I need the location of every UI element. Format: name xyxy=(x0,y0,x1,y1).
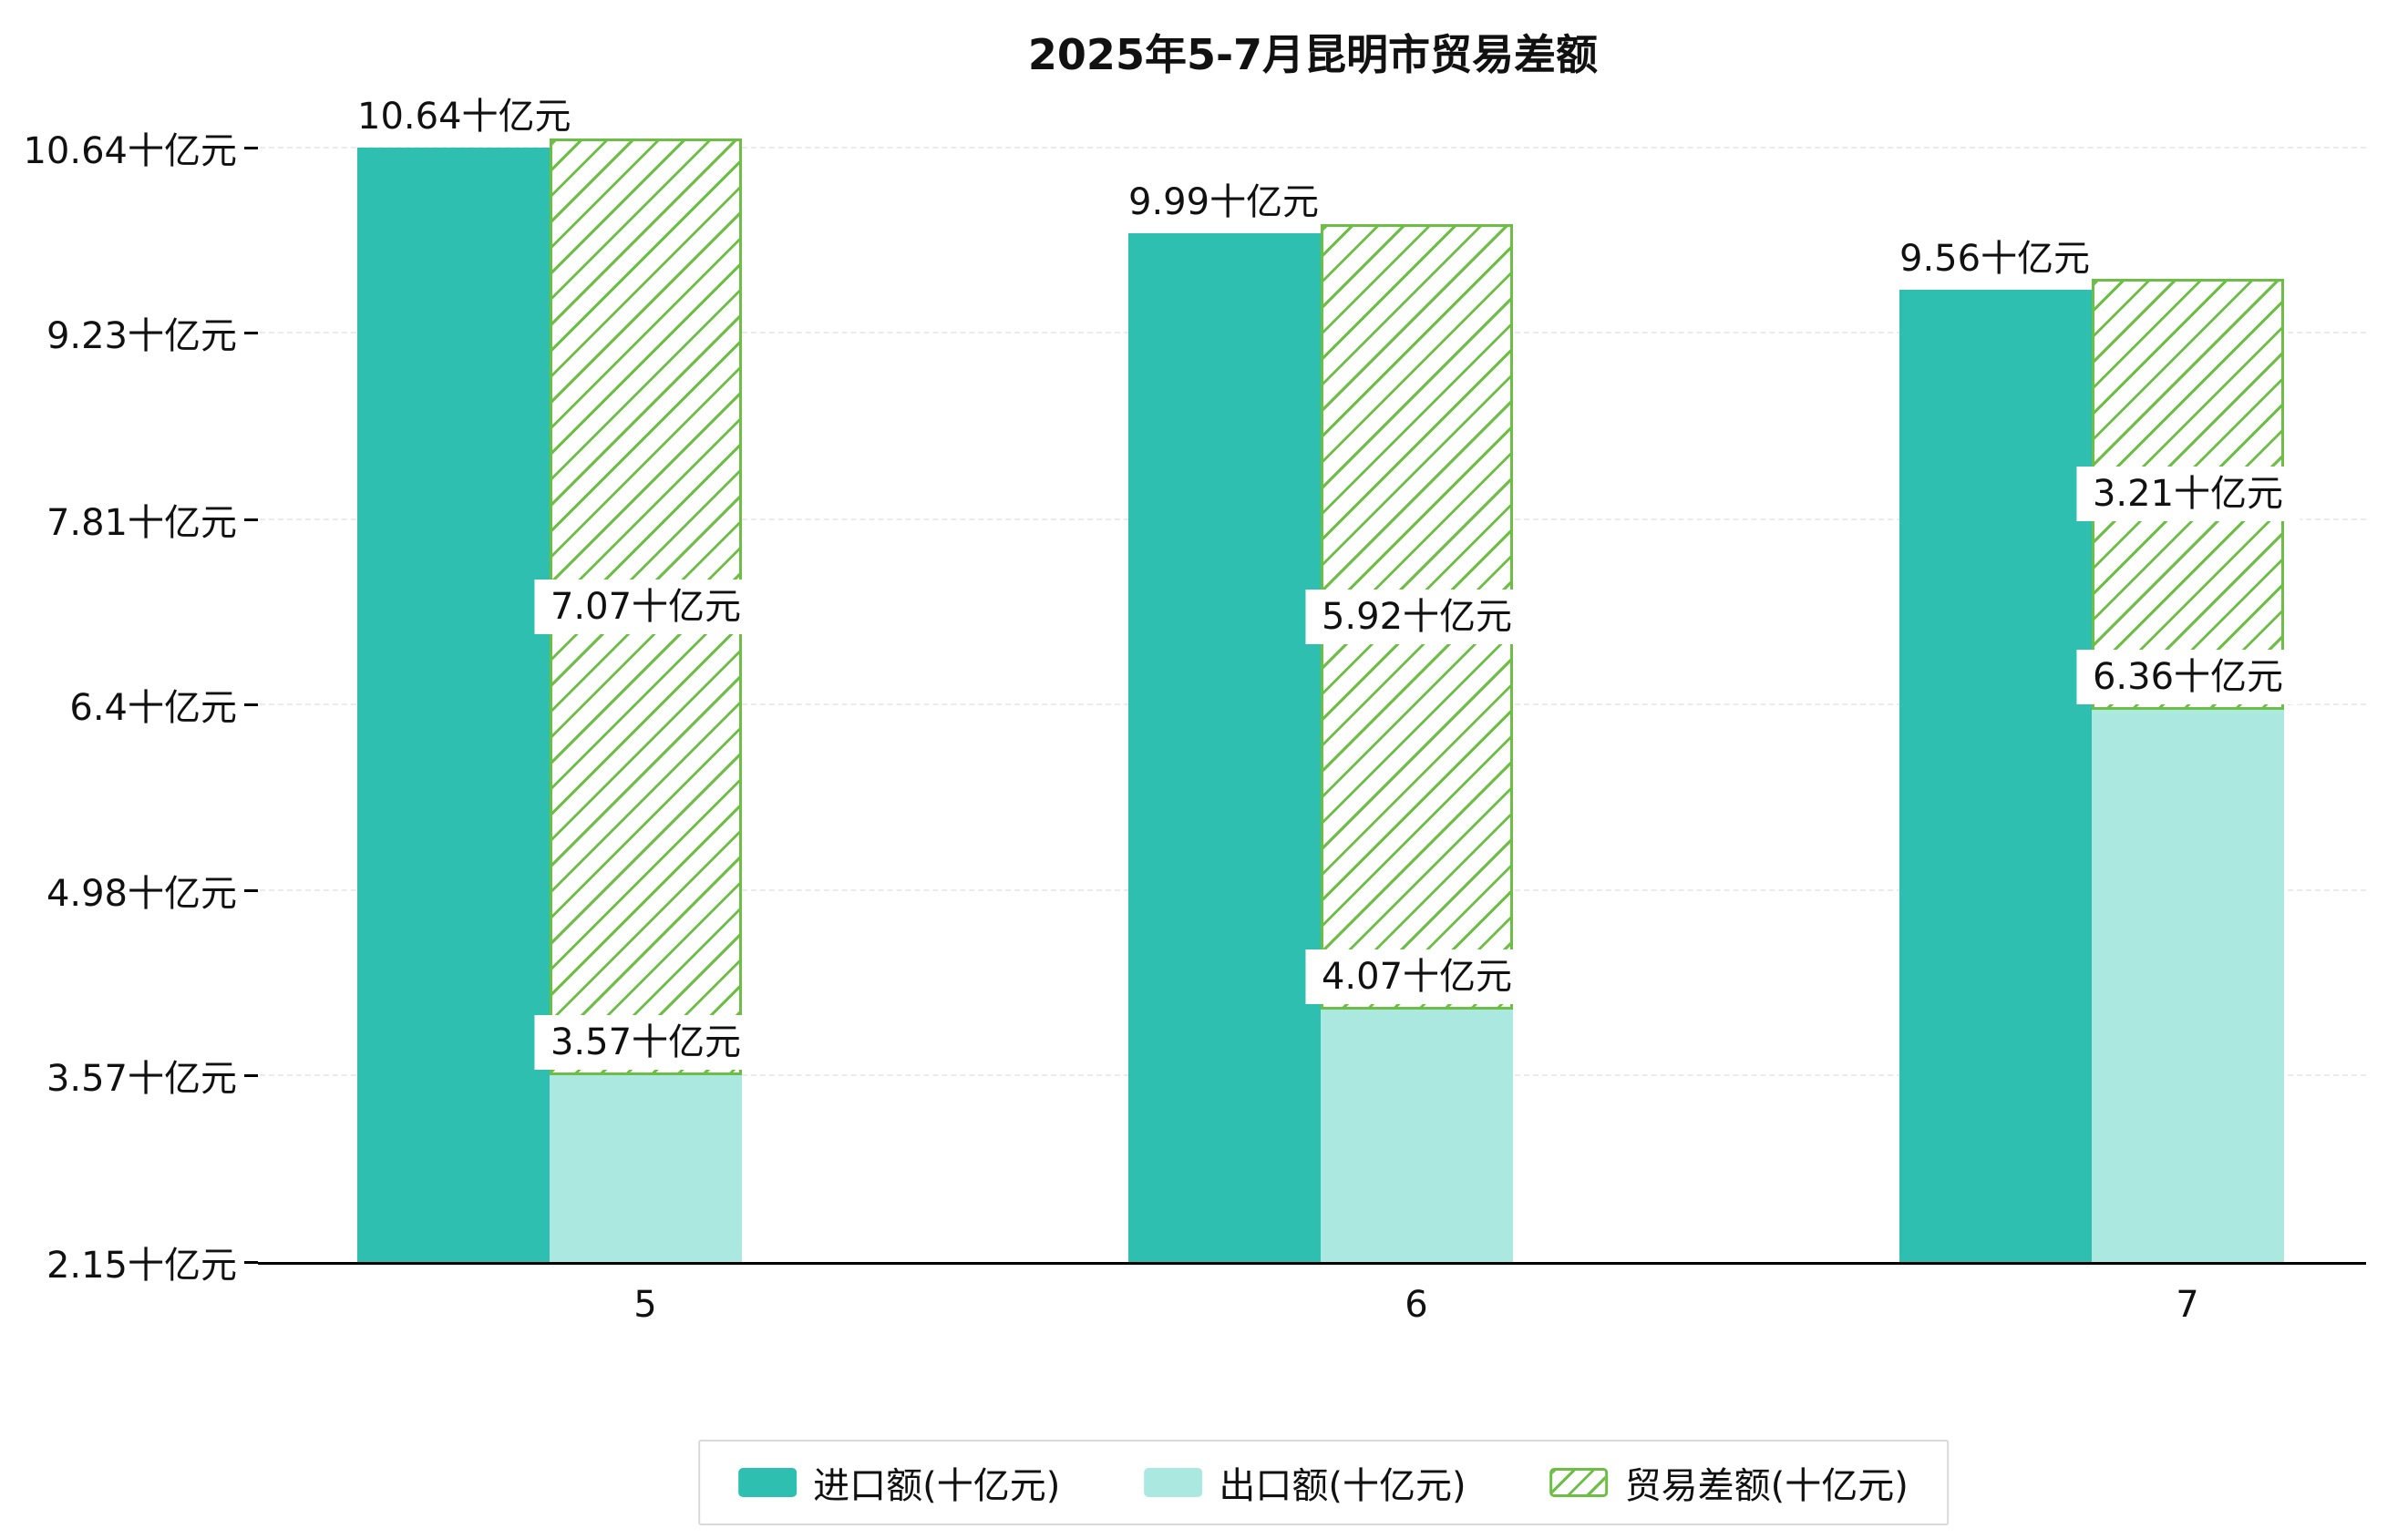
import-value-label: 9.99十亿元 xyxy=(1128,180,1320,223)
y-tick-label: 7.81十亿元 xyxy=(46,501,237,544)
export-bar xyxy=(1321,1010,1513,1262)
export-value-label: 6.36十亿元 xyxy=(2075,649,2300,704)
y-tick-mark xyxy=(244,332,258,335)
legend-swatch-export-icon xyxy=(1144,1468,1203,1497)
y-tick-label: 10.64十亿元 xyxy=(23,130,237,172)
y-tick-label: 4.98十亿元 xyxy=(46,873,237,916)
y-gridline xyxy=(260,147,2366,149)
x-tick-label: 7 xyxy=(2176,1284,2199,1326)
export-bar xyxy=(2092,709,2284,1262)
chart-title: 2025年5-7月昆明市贸易差额 xyxy=(1027,30,1599,79)
x-tick-label: 6 xyxy=(1405,1284,1428,1326)
y-tick-label: 3.57十亿元 xyxy=(46,1058,237,1101)
y-tick-mark xyxy=(244,1261,258,1264)
y-tick-label: 2.15十亿元 xyxy=(46,1245,237,1287)
trade-balance-value-label: 5.92十亿元 xyxy=(1304,590,1529,645)
export-value-label: 4.07十亿元 xyxy=(1304,949,1529,1005)
x-tick-label: 5 xyxy=(633,1284,657,1326)
legend-item-difference: 贸易差额(十亿元) xyxy=(1549,1456,1909,1509)
import-bar xyxy=(357,148,550,1262)
trade-balance-value-label: 7.07十亿元 xyxy=(533,580,758,635)
legend-item-export: 出口额(十亿元) xyxy=(1144,1456,1466,1509)
legend-label-difference: 贸易差额(十亿元) xyxy=(1624,1465,1909,1507)
import-bar xyxy=(1899,289,2092,1262)
import-value-label: 9.56十亿元 xyxy=(1899,237,2091,280)
y-tick-mark xyxy=(244,703,258,706)
y-tick-mark xyxy=(244,518,258,521)
export-value-label: 3.57十亿元 xyxy=(533,1015,758,1071)
y-tick-mark xyxy=(244,889,258,893)
export-bar xyxy=(550,1075,742,1262)
y-tick-mark xyxy=(244,1074,258,1078)
import-bar xyxy=(1128,232,1321,1262)
legend-swatch-import-icon xyxy=(738,1468,798,1497)
legend-label-export: 出口额(十亿元) xyxy=(1219,1465,1466,1507)
y-tick-label: 6.4十亿元 xyxy=(69,686,237,729)
legend-swatch-difference-icon xyxy=(1549,1468,1609,1497)
legend-item-import: 进口额(十亿元) xyxy=(738,1456,1060,1509)
y-tick-mark xyxy=(244,147,258,149)
import-value-label: 10.64十亿元 xyxy=(357,96,571,138)
x-axis-line xyxy=(258,1262,2366,1265)
y-tick-label: 9.23十亿元 xyxy=(46,315,237,358)
legend-label-import: 进口额(十亿元) xyxy=(813,1465,1061,1507)
trade-balance-value-label: 3.21十亿元 xyxy=(2075,467,2300,522)
legend: 进口额(十亿元) 出口额(十亿元) 贸易差额(十亿元) xyxy=(698,1440,1949,1525)
